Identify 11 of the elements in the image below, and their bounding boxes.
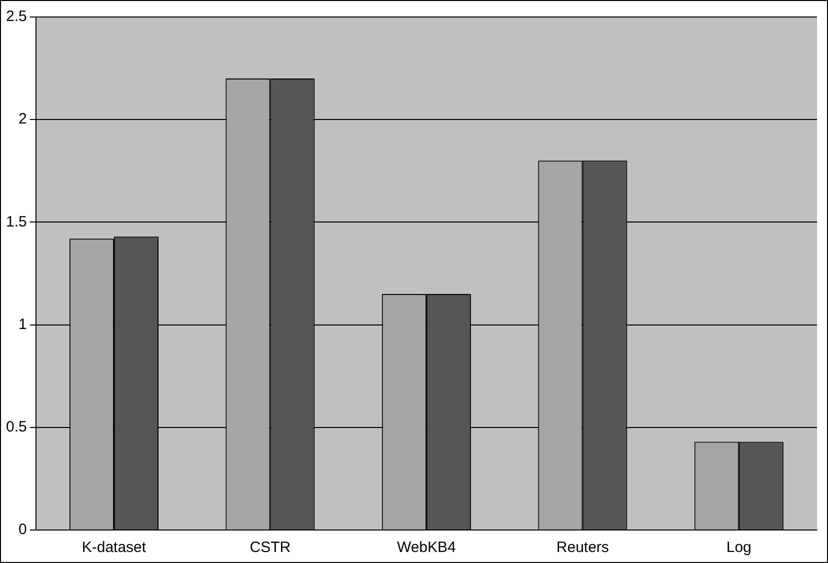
y-tick-label: 2	[18, 110, 27, 128]
y-tick-label: 0	[18, 521, 27, 538]
x-tick-label: CSTR	[250, 539, 291, 556]
y-tick-label: 0.5	[6, 418, 27, 436]
x-tick-label: WebKB4	[396, 539, 456, 556]
x-tick-label: Log	[726, 539, 752, 556]
y-tick-label: 1	[18, 316, 27, 333]
x-tick-label: K-dataset	[82, 539, 147, 556]
y-tick-label: 1.5	[6, 213, 27, 230]
x-tick-label: Reuters	[556, 539, 609, 556]
y-tick-label: 2.5	[6, 8, 27, 26]
